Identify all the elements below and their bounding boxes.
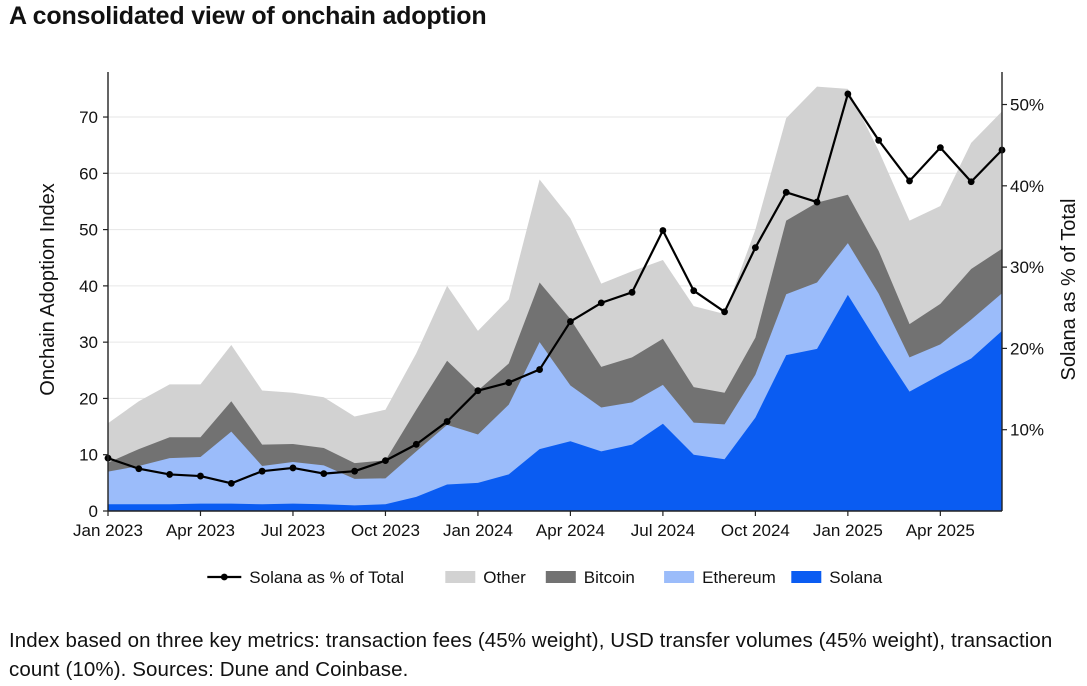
y-axis-title: Onchain Adoption Index [37, 183, 59, 395]
right-tick-label: 30% [1010, 258, 1044, 277]
left-tick-label: 50 [79, 221, 98, 240]
legend-item-solana: Solana [791, 568, 883, 587]
chart-caption: Index based on three key metrics: transa… [9, 629, 1053, 681]
solana-share-point [813, 198, 821, 206]
left-tick-label: 20 [79, 389, 98, 408]
solana-share-point [536, 366, 543, 373]
axes: 0 10 20 30 40 50 60 70 10% 20% 30% 40% 50% Jan 2023 Ap… [37, 72, 1080, 540]
legend-label: Ethereum [702, 568, 776, 587]
left-tick-label: 30 [79, 333, 98, 352]
legend-label: Bitcoin [584, 568, 635, 587]
legend-swatch [545, 571, 576, 583]
x-tick-label: Oct 2024 [721, 521, 790, 540]
solana-share-point [505, 379, 513, 386]
solana-share-point [782, 188, 790, 196]
legend-label: Other [483, 568, 526, 587]
solana-share-point [597, 299, 605, 307]
legend: Solana as % of Total Other Bitcoin Ethereum… [207, 568, 883, 587]
solana-share-point [721, 308, 728, 316]
solana-share-point [135, 465, 143, 473]
legend-item-other: Other [445, 568, 526, 587]
x-tick-label: Jul 2023 [261, 521, 325, 540]
page-title: A consolidated view of onchain adoption [9, 2, 487, 30]
y2-axis-title: Solana as % of Total [1058, 199, 1080, 381]
right-tick-label: 20% [1010, 339, 1044, 358]
solana-share-point [412, 440, 420, 448]
solana-share-point [443, 418, 451, 425]
x-tick-label: Jul 2024 [631, 521, 695, 540]
left-tick-label: 40 [79, 277, 98, 296]
solana-share-point [659, 227, 667, 234]
solana-share-point [628, 288, 636, 296]
legend-swatch [445, 571, 476, 583]
legend-label: Solana [829, 568, 882, 587]
solana-share-point [351, 467, 359, 475]
left-tick-label: 10 [79, 446, 98, 465]
solana-share-point [844, 90, 852, 98]
legend-swatch [664, 571, 695, 583]
x-tick-label: Apr 2025 [906, 521, 975, 540]
left-tick-label: 70 [79, 108, 98, 127]
solana-share-point [567, 318, 574, 325]
legend-item-solana-share: Solana as % of Total [207, 568, 404, 587]
solana-share-point [166, 471, 174, 478]
area-solana [108, 294, 1002, 511]
solana-share-point [967, 178, 975, 186]
left-tick-label: 60 [79, 164, 98, 183]
solana-share-point [906, 177, 913, 185]
legend-label: Solana as % of Total [249, 568, 404, 587]
legend-swatch [791, 571, 822, 583]
solana-share-point [289, 464, 297, 472]
x-tick-label: Jan 2025 [813, 521, 883, 540]
solana-share-point [751, 244, 759, 252]
solana-share-point [875, 136, 883, 144]
onchain-adoption-chart: 0 10 20 30 40 50 60 70 10% 20% 30% 40% 50% Jan 2023 Ap… [37, 72, 1080, 587]
solana-share-polyline [107, 92, 1003, 485]
left-tick-label: 0 [89, 502, 98, 521]
right-tick-label: 50% [1010, 96, 1044, 115]
x-tick-label: Apr 2024 [536, 521, 605, 540]
right-tick-label: 10% [1010, 421, 1044, 440]
solana-share-point [382, 457, 389, 464]
x-tick-label: Jan 2024 [443, 521, 513, 540]
solana-share-point [197, 472, 204, 480]
x-tick-label: Apr 2023 [166, 521, 235, 540]
solana-share-point [690, 287, 698, 295]
legend-line-marker [220, 573, 228, 581]
solana-share-line [104, 90, 1006, 487]
legend-item-ethereum: Ethereum [664, 568, 776, 587]
right-tick-label: 40% [1010, 177, 1044, 196]
solana-share-point [258, 467, 266, 475]
solana-share-point [227, 479, 235, 487]
x-tick-label: Jan 2023 [73, 521, 143, 540]
solana-share-point [474, 387, 482, 395]
solana-share-point [320, 470, 328, 478]
stacked-areas [108, 86, 1002, 511]
solana-share-point [936, 144, 944, 152]
x-tick-label: Oct 2023 [351, 521, 420, 540]
legend-item-bitcoin: Bitcoin [545, 568, 635, 587]
